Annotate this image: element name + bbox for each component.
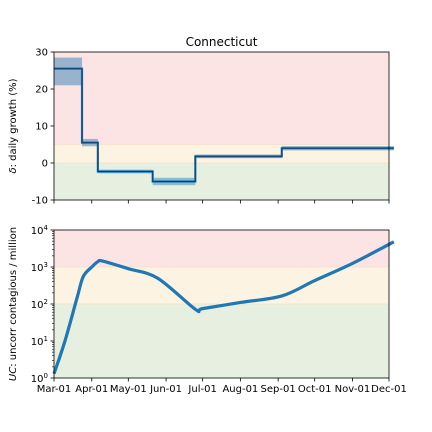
growth-band-2 (54, 52, 389, 145)
growth-y-tick-label: 0 (42, 159, 48, 170)
contagious-y-tick-label: 100 (31, 372, 48, 385)
growth-y-axis-label-symbol: δ (8, 167, 19, 173)
contagious-y-tick-label: 101 (31, 335, 48, 348)
growth-ci-segment (54, 57, 83, 86)
x-tick-label: Apr-01 (75, 384, 108, 395)
contagious-series-line (52, 240, 395, 375)
contagious-band-2 (54, 230, 389, 267)
chart-title: Connecticut (186, 35, 258, 49)
x-tick-label: Jun-01 (149, 384, 182, 395)
x-tick-label: Jul-01 (187, 384, 216, 395)
growth-median-line (54, 68, 394, 182)
contagious-y-tick-label: 102 (31, 298, 48, 311)
growth-band-0 (54, 163, 389, 200)
growth-chart-panel: -10 0 10 20 30 Connecticut δ: daily growth (… (8, 35, 394, 207)
contagious-band-1 (54, 267, 389, 304)
contagious-chart-panel: 100 101 102 103 104 Mar-01 Apr-01 May-01 Jun-01… (8, 224, 407, 395)
x-tick-label: Oct-01 (298, 384, 332, 395)
contagious-y-axis-label-symbol: UC (8, 367, 19, 381)
growth-y-axis-label: δ: daily growth (%) (8, 78, 19, 173)
contagious-band-0 (54, 304, 389, 378)
x-tick-label: May-01 (110, 384, 147, 395)
x-tick-label: Dec-01 (371, 384, 407, 395)
x-tick-label: Mar-01 (37, 384, 72, 395)
growth-y-axis-label-text: : daily growth (%) (8, 78, 19, 167)
growth-y-tick-label: 10 (35, 122, 48, 133)
contagious-y-tick-label: 103 (31, 261, 48, 274)
x-tick-label: Aug-01 (222, 384, 258, 395)
x-tick-label: Nov-01 (335, 384, 371, 395)
x-tick-label: Sep-01 (261, 384, 296, 395)
contagious-y-axis-label: UC: uncorr contagious / million (8, 227, 19, 381)
growth-y-tick-label: -10 (32, 196, 48, 207)
contagious-y-axis-label-text: : uncorr contagious / million (8, 227, 19, 367)
growth-y-tick-label: 30 (35, 48, 48, 59)
growth-y-tick-label: 20 (35, 85, 48, 96)
contagious-y-tick-label: 104 (31, 224, 49, 237)
